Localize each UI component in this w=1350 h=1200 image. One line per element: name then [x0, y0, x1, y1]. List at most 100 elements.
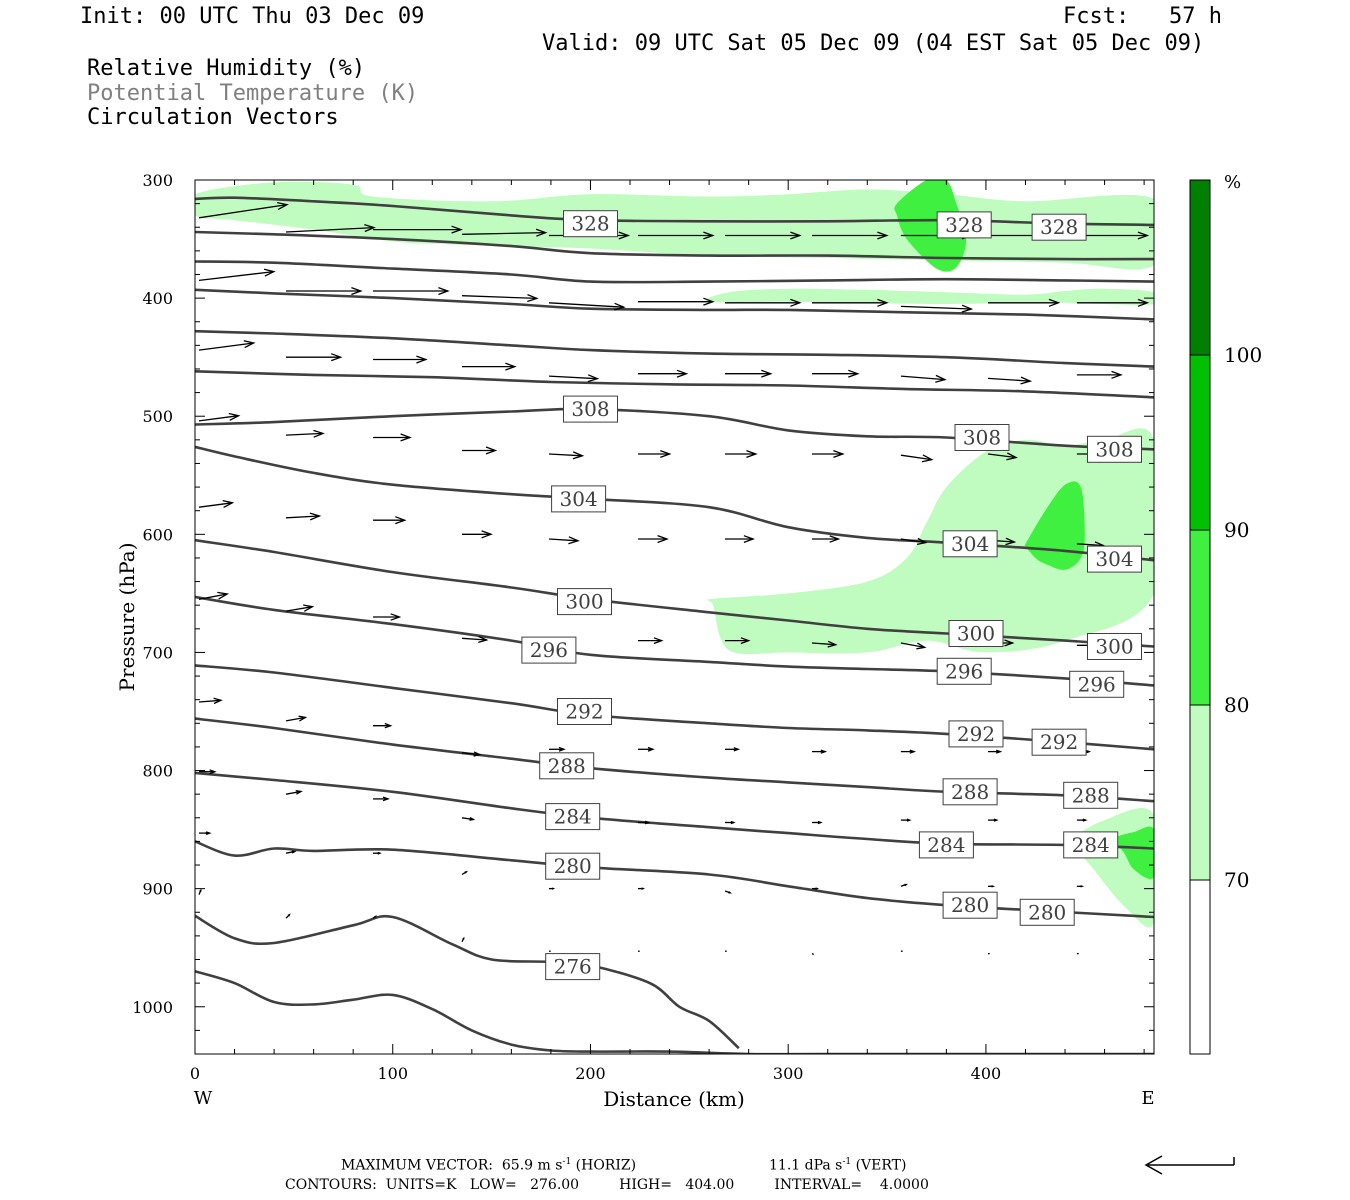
svg-text:288: 288	[1072, 783, 1110, 807]
vector-arrow	[988, 298, 1061, 307]
vector-arrow	[285, 913, 291, 919]
vector-arrow	[285, 604, 315, 612]
vector-arrow	[462, 362, 517, 371]
colorbar-segment	[1189, 529, 1211, 706]
theta-contour-276	[195, 914, 740, 1050]
contour-label: 284	[1063, 831, 1119, 859]
vector-arrow	[373, 516, 407, 525]
colorbar-level-label: 80	[1224, 693, 1249, 717]
svg-text:292: 292	[565, 700, 603, 724]
vector-arrow	[198, 888, 202, 895]
svg-text:284: 284	[554, 805, 592, 829]
forecast-hour: Fcst: 57 h	[1063, 4, 1222, 29]
rh-region-80	[894, 180, 967, 272]
colorbar-frame	[1189, 179, 1211, 1055]
vector-arrow	[988, 749, 1003, 754]
colorbar-segment	[1189, 179, 1211, 356]
vector-arrow	[900, 818, 912, 822]
vector-arrow	[373, 355, 428, 364]
vectors-title: Circulation Vectors	[87, 105, 339, 130]
vector-arrow	[724, 890, 733, 894]
vector-arrow	[198, 201, 289, 219]
theta-contour-288	[195, 717, 1154, 803]
theta-contour-312	[195, 329, 1154, 368]
vector-arrow	[548, 302, 626, 311]
vector-arrow	[549, 746, 566, 752]
svg-text:296: 296	[1078, 672, 1116, 696]
contour-label: 288	[539, 752, 595, 780]
vector-arrow	[812, 535, 841, 543]
vector-arrow	[548, 451, 585, 460]
svg-text:292: 292	[957, 722, 995, 746]
svg-text:328: 328	[945, 213, 983, 237]
svg-text:288: 288	[951, 780, 989, 804]
vector-arrow	[373, 613, 402, 621]
vector-arrow	[285, 223, 376, 233]
y-tick-label: 700	[142, 643, 173, 662]
x-tick-label: 100	[377, 1064, 408, 1083]
svg-text:328: 328	[1040, 215, 1078, 239]
vector-arrow	[199, 769, 217, 775]
theta-contour-272	[195, 970, 1154, 1054]
vector-arrow	[638, 369, 689, 378]
vector-arrow	[725, 449, 758, 459]
colorbar-segment	[1189, 879, 1211, 1055]
contour-label: 288	[942, 778, 998, 806]
vector-arrow	[548, 536, 580, 545]
max-vector-vert-note: 11.1 dPa s-1 (VERT)	[769, 1157, 906, 1174]
svg-text:300: 300	[565, 590, 603, 614]
svg-text:300: 300	[1095, 635, 1133, 659]
vector-arrow	[900, 537, 928, 546]
vector-arrow	[638, 637, 664, 645]
vector-arrow	[372, 915, 378, 919]
vector-arrow	[549, 887, 556, 890]
y-tick-label: 400	[142, 289, 173, 308]
vector-arrow	[199, 831, 212, 836]
vector-arrow	[638, 449, 672, 459]
vector-arrow	[988, 885, 996, 888]
contour-label: 300	[557, 588, 612, 616]
contour-label: 308	[954, 424, 1010, 451]
vector-arrow	[286, 286, 363, 296]
vector-arrow	[198, 268, 276, 282]
vector-arrow	[198, 499, 235, 508]
contour-label: 328	[1031, 213, 1087, 241]
vector-arrow	[285, 715, 308, 722]
theta-title: Potential Temperature (K)	[87, 81, 419, 106]
vector-arrow	[900, 374, 947, 383]
vector-arrow	[900, 454, 934, 463]
vector-arrow	[812, 298, 889, 307]
vector-arrow	[725, 820, 736, 825]
vector-arrow	[548, 374, 600, 383]
vector-arrow	[811, 640, 838, 648]
x-tick-label: 200	[575, 1064, 606, 1083]
vector-arrow	[1076, 370, 1123, 379]
contour-label: 284	[545, 803, 601, 831]
vector-arrow	[285, 789, 303, 795]
vector-arrow	[812, 887, 820, 890]
rh-shading	[195, 180, 1154, 928]
vector-arrow	[900, 642, 927, 650]
colorbar-level-label: 90	[1224, 518, 1249, 542]
svg-text:296: 296	[530, 638, 568, 662]
contour-label: 304	[1087, 545, 1142, 573]
colorbar-level-label: 100	[1224, 343, 1262, 367]
vector-arrow	[900, 304, 974, 313]
vector-arrow	[373, 851, 382, 855]
rh-title: Relative Humidity (%)	[87, 56, 366, 81]
vector-arrow	[900, 883, 909, 887]
vector-arrow	[462, 446, 498, 455]
contour-label: 296	[1069, 670, 1125, 698]
vector-arrow	[198, 340, 256, 351]
contour-label: 304	[942, 530, 998, 558]
max-vector-vert-unit-exponent: -1	[842, 1157, 852, 1167]
vector-arrow	[638, 820, 651, 825]
vector-arrow	[198, 591, 230, 600]
x-tick-label: 300	[773, 1064, 804, 1083]
vector-arrow	[725, 231, 802, 240]
vector-arrow	[1076, 818, 1088, 822]
vector-arrow	[373, 225, 463, 234]
vector-arrow	[1076, 885, 1085, 888]
vector-arrow	[461, 228, 548, 237]
colorbar-level-label: 70	[1224, 868, 1249, 892]
